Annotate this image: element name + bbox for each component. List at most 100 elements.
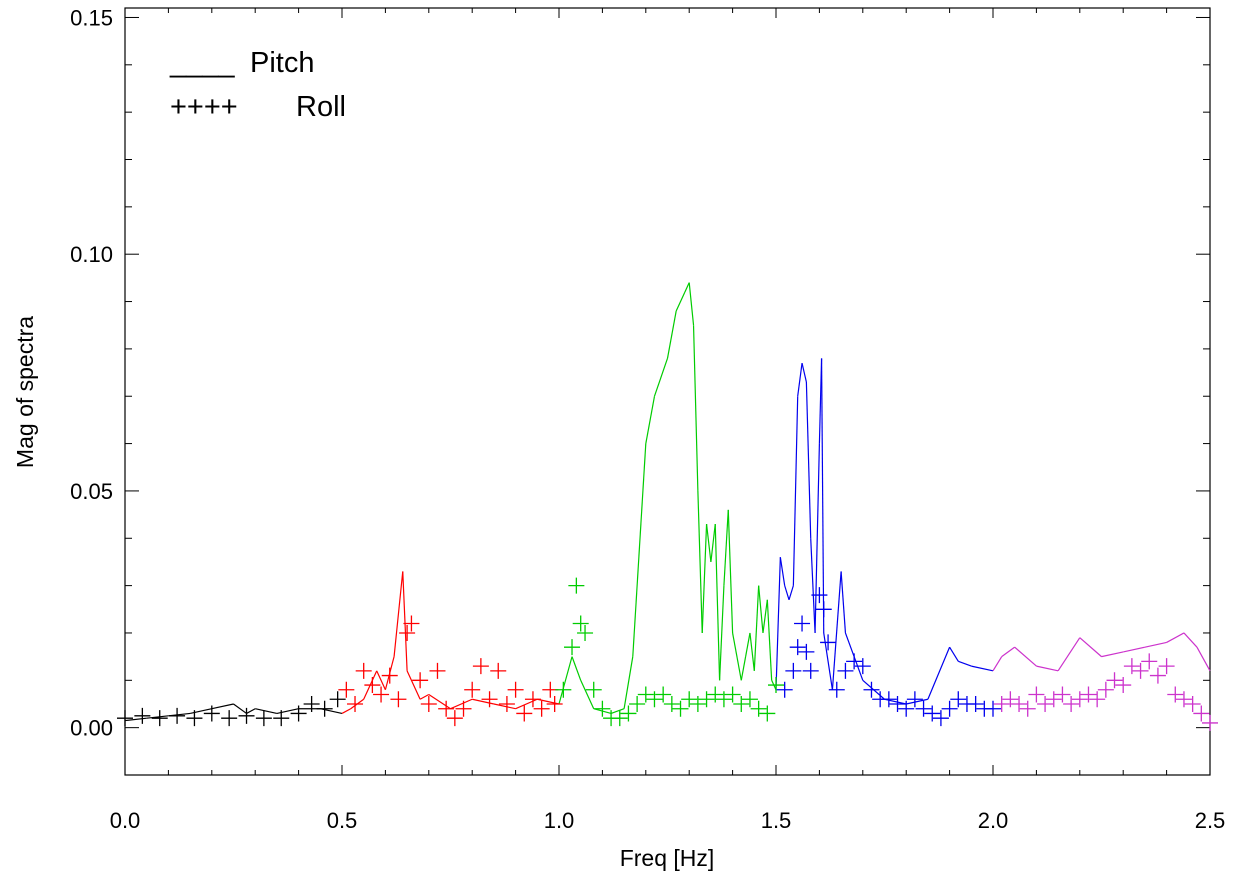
pitch-line-segment bbox=[276, 708, 299, 715]
roll-plus-point bbox=[1149, 667, 1166, 684]
pitch-line-segment bbox=[688, 282, 695, 326]
pitch-line-segment bbox=[124, 717, 147, 722]
pitch-line-segment bbox=[692, 325, 699, 491]
roll-plus-point bbox=[815, 601, 832, 618]
pitch-line-segment bbox=[784, 585, 790, 600]
roll-plus-point bbox=[828, 681, 845, 698]
roll-plus-point bbox=[741, 691, 758, 708]
roll-plus-point bbox=[221, 710, 238, 727]
pitch-line-segment bbox=[792, 396, 799, 586]
roll-plus-point bbox=[846, 653, 863, 670]
roll-plus-point bbox=[1115, 677, 1132, 694]
pitch-line-segment bbox=[1123, 646, 1146, 653]
roll-plus-point bbox=[290, 705, 307, 722]
pitch-line-segment bbox=[958, 660, 972, 667]
roll-plus-point bbox=[950, 691, 967, 708]
roll-plus-point bbox=[837, 662, 854, 679]
legend-roll-marker: ++++ bbox=[170, 91, 238, 123]
roll-plus-point bbox=[186, 710, 203, 727]
pitch-line-segment bbox=[645, 396, 656, 444]
roll-plus-point bbox=[798, 643, 815, 660]
pitch-line-segment bbox=[666, 310, 677, 359]
pitch-line-segment bbox=[493, 703, 516, 710]
roll-plus-point bbox=[629, 695, 646, 712]
pitch-line-segment bbox=[810, 538, 816, 633]
series-layer bbox=[117, 282, 1218, 731]
roll-plus-point bbox=[381, 667, 398, 684]
roll-plus-point bbox=[906, 691, 923, 708]
roll-plus-point bbox=[203, 705, 220, 722]
roll-plus-point bbox=[1123, 658, 1140, 675]
y-tick-label: 0.10 bbox=[70, 242, 113, 267]
pitch-line-segment bbox=[714, 524, 721, 681]
pitch-line-segment bbox=[1196, 646, 1211, 672]
pitch-line-segment bbox=[189, 708, 212, 715]
roll-plus-point bbox=[993, 695, 1010, 712]
pitch-line-segment bbox=[705, 523, 712, 563]
pitch-line-segment bbox=[831, 571, 842, 690]
y-tick-label: 0.15 bbox=[70, 5, 113, 30]
roll-plus-point bbox=[1175, 691, 1192, 708]
roll-plus-point bbox=[507, 681, 524, 698]
pitch-line-segment bbox=[753, 585, 760, 671]
roll-plus-point bbox=[646, 691, 663, 708]
roll-plus-point bbox=[373, 686, 390, 703]
roll-plus-point bbox=[577, 624, 594, 641]
pitch-line-segment bbox=[884, 698, 907, 705]
roll-plus-point bbox=[941, 700, 958, 717]
pitch-line-segment bbox=[718, 585, 725, 681]
roll-plus-point bbox=[620, 705, 637, 722]
legend-roll-label: Roll bbox=[296, 91, 346, 123]
roll-plus-point bbox=[399, 624, 416, 641]
roll-plus-point bbox=[611, 710, 628, 727]
roll-plus-point bbox=[255, 710, 272, 727]
roll-plus-point bbox=[446, 710, 463, 727]
pitch-line-segment bbox=[992, 656, 1003, 672]
roll-plus-point bbox=[794, 615, 811, 632]
pitch-line-segment bbox=[758, 585, 764, 634]
pitch-line-segment bbox=[1001, 646, 1016, 658]
roll-plus-point bbox=[967, 695, 984, 712]
pitch-line-segment bbox=[233, 703, 247, 714]
pitch-line-segment bbox=[472, 698, 495, 705]
pitch-line-segment bbox=[906, 698, 929, 705]
roll-plus-point bbox=[1158, 658, 1175, 675]
pitch-line-segment bbox=[814, 443, 820, 633]
roll-plus-point bbox=[854, 658, 871, 675]
pitch-line-segment bbox=[580, 680, 595, 709]
roll-plus-point bbox=[820, 634, 837, 651]
pitch-line-segment bbox=[971, 665, 994, 672]
pitch-line-segment bbox=[1057, 637, 1081, 672]
roll-plus-point bbox=[568, 577, 585, 594]
roll-plus-point bbox=[863, 681, 880, 698]
x-tick-label: 1.5 bbox=[761, 808, 792, 833]
pitch-line-segment bbox=[675, 291, 686, 312]
roll-plus-point bbox=[455, 700, 472, 717]
pitch-line-segment bbox=[537, 698, 560, 705]
y-tick-label: 0.05 bbox=[70, 479, 113, 504]
roll-plus-point bbox=[681, 691, 698, 708]
roll-plus-point bbox=[498, 695, 515, 712]
roll-plus-point bbox=[1141, 653, 1158, 670]
roll-plus-point bbox=[546, 695, 563, 712]
roll-plus-point bbox=[1054, 686, 1071, 703]
roll-plus-point bbox=[524, 691, 541, 708]
roll-plus-point bbox=[789, 639, 806, 656]
pitch-line-segment bbox=[341, 708, 351, 714]
roll-plus-point bbox=[1202, 714, 1218, 731]
roll-plus-point bbox=[802, 662, 819, 679]
roll-plus-point bbox=[724, 686, 741, 703]
x-tick-label: 1.0 bbox=[544, 808, 575, 833]
y-axis-title: Mag of spectra bbox=[12, 316, 38, 468]
pitch-line-segment bbox=[805, 382, 812, 539]
pitch-line-segment bbox=[632, 443, 647, 657]
roll-plus-point bbox=[715, 691, 732, 708]
roll-plus-point bbox=[785, 662, 802, 679]
pitch-line-segment bbox=[419, 693, 430, 700]
roll-plus-point bbox=[364, 677, 381, 694]
roll-plus-point bbox=[1028, 686, 1045, 703]
pitch-line-segment bbox=[515, 698, 538, 710]
roll-plus-point bbox=[689, 695, 706, 712]
pitch-line-segment bbox=[1079, 637, 1102, 658]
